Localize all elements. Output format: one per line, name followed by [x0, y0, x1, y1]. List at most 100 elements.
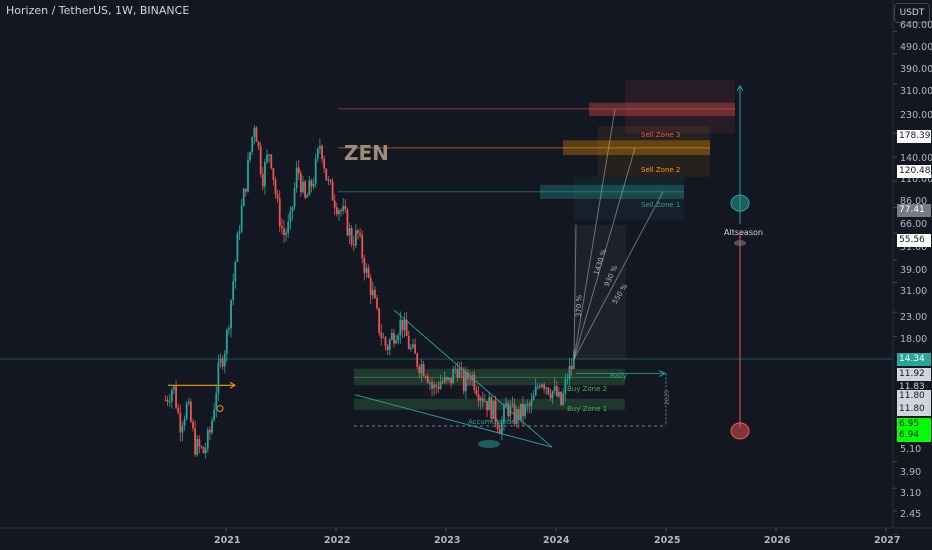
sell-zone-2-box [563, 140, 710, 156]
candle-body [564, 379, 567, 394]
candle-body [340, 210, 342, 212]
candle-body [240, 206, 243, 232]
candle-body [367, 267, 370, 278]
candle-body [397, 335, 400, 341]
candle-body [473, 374, 476, 391]
candle-body [280, 226, 283, 229]
candle-body [272, 168, 275, 181]
candle-body [511, 404, 514, 406]
candle-body [196, 438, 199, 455]
wedge-lower-line [354, 394, 553, 448]
candle-body [359, 233, 362, 236]
candle-body [253, 127, 256, 137]
candle-body [293, 187, 296, 207]
sell-zone-1-box [540, 184, 684, 199]
candle-body [422, 364, 425, 376]
candle-body [247, 159, 249, 192]
y-tick-label: 110.00 [900, 174, 932, 185]
ticker-annotation: ZEN [344, 141, 389, 165]
candle-body [350, 228, 353, 245]
sell-zone-3-label: Sell Zone 3 [641, 131, 681, 139]
x-tick-label: 2026 [764, 535, 791, 546]
candle-body [268, 154, 271, 156]
candle-body [431, 382, 433, 389]
candle-body [429, 382, 431, 384]
candle-body [562, 393, 565, 405]
candle-body [348, 228, 351, 236]
candle-body [424, 375, 427, 377]
candle-body [369, 277, 372, 296]
candle-body [566, 378, 569, 380]
currency-button[interactable]: USDT [894, 3, 930, 23]
altseason-bottom-circle [730, 422, 750, 440]
candle-body [173, 386, 175, 390]
candle-body [403, 319, 406, 331]
candle-body [420, 364, 423, 374]
y-tick-label: 18.00 [900, 334, 928, 345]
candle-body [441, 381, 444, 383]
candle-body [517, 409, 520, 421]
candle-body [524, 404, 527, 417]
candle-body [481, 398, 484, 402]
candle-body [270, 154, 273, 169]
candle-body [238, 231, 241, 234]
candle-body [560, 391, 562, 405]
symbol-title: Horizen / TetherUS, 1W, BINANCE [6, 4, 190, 17]
candle-body [437, 386, 440, 389]
candle-body [416, 353, 419, 367]
y-tick-label: 640.00 [900, 20, 932, 31]
altseason-mid-marker [734, 240, 746, 246]
altseason-top-circle [730, 194, 750, 212]
accumulation-label: Accumulation [468, 418, 516, 426]
candle-body [200, 446, 203, 448]
candle-body [539, 386, 541, 388]
candle-body [306, 195, 309, 198]
candle-body [452, 368, 455, 384]
candle-body [458, 368, 461, 378]
candle-body [276, 194, 279, 199]
candle-body [503, 406, 505, 423]
candle-body [187, 401, 190, 404]
y-tick-label: 51.00 [900, 242, 928, 253]
y-tick-label: 86.00 [900, 196, 928, 207]
candle-body [194, 428, 197, 455]
candle-body [264, 161, 266, 187]
candle-body [215, 392, 218, 410]
candle-body [475, 390, 478, 395]
sell-zone-3-halo [625, 79, 735, 133]
sell-zone-1-halo [574, 176, 684, 221]
candle-body [202, 447, 205, 454]
candle-body [545, 387, 548, 389]
candle-body [168, 401, 171, 403]
candle-body [469, 378, 472, 381]
candle-body [405, 319, 408, 336]
pct-370-label: 370 % [574, 294, 584, 318]
candle-body [225, 329, 228, 354]
sell-zone-2-label: Sell Zone 2 [641, 166, 681, 174]
candle-body [291, 206, 294, 212]
candle-body [365, 267, 368, 273]
candle-body [543, 384, 546, 389]
candle-body [526, 404, 529, 406]
candle-body [166, 400, 169, 402]
candle-body [492, 400, 495, 420]
candle-body [333, 200, 336, 208]
price-label: 11.80 [897, 403, 931, 416]
candle-body [393, 333, 395, 344]
candle-body [486, 401, 488, 411]
y-tick-label: 39.00 [900, 265, 928, 276]
x-tick-label: 2023 [434, 535, 461, 546]
rally-label: Rally [610, 372, 628, 380]
candle-body [488, 397, 491, 411]
candle-body [249, 151, 252, 160]
candle-body [541, 384, 543, 387]
candle-body [183, 419, 186, 426]
candle-body [175, 386, 177, 408]
candle-body [344, 206, 347, 210]
candle-body [295, 167, 298, 188]
candle-body [532, 395, 535, 401]
candle-body [357, 230, 359, 234]
candle-body [435, 384, 438, 387]
y-tick-label: 31.00 [900, 286, 928, 297]
